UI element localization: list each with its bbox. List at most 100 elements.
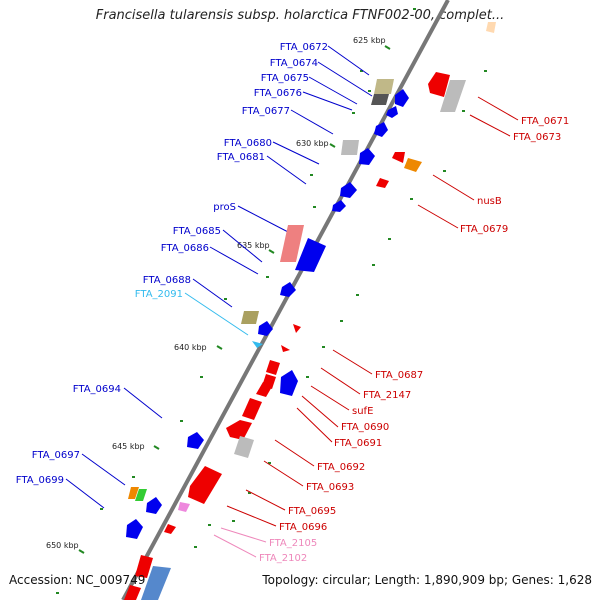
gene-feature <box>256 382 273 397</box>
gene-label[interactable]: FTA_0691 <box>334 438 382 449</box>
tick-mark <box>78 549 85 554</box>
gene-feature <box>404 158 422 172</box>
connector-line <box>220 527 267 543</box>
connector-line <box>310 385 350 411</box>
connector-line <box>81 453 126 486</box>
gene-label[interactable]: proS <box>213 202 236 213</box>
gene-feature <box>280 370 298 396</box>
gene-label[interactable]: FTA_0677 <box>242 106 290 117</box>
connector-line <box>226 505 277 527</box>
gene-feature <box>241 311 259 324</box>
gene-feature <box>280 225 304 262</box>
gene-label[interactable]: FTA_0685 <box>173 226 221 237</box>
gene-label[interactable]: FTA_0676 <box>254 88 302 99</box>
gene-feature <box>252 341 263 348</box>
minor-tick <box>224 298 227 300</box>
gene-feature <box>332 200 346 212</box>
minor-tick <box>306 376 309 378</box>
connector-line <box>222 229 263 263</box>
connector-line <box>184 292 249 336</box>
gene-label[interactable]: FTA_2147 <box>363 390 411 401</box>
minor-tick <box>410 198 413 200</box>
minor-tick <box>313 206 316 208</box>
connector-line <box>123 387 163 419</box>
minor-tick <box>352 112 355 114</box>
gene-label[interactable]: sufE <box>352 406 373 417</box>
gene-feature <box>128 487 139 499</box>
gene-feature <box>376 178 389 188</box>
gene-label[interactable]: FTA_0695 <box>288 506 336 517</box>
tick-mark <box>153 445 160 450</box>
gene-label[interactable]: FTA_0673 <box>513 132 561 143</box>
minor-tick <box>360 70 363 72</box>
connector-line <box>301 395 339 428</box>
gene-label[interactable]: FTA_2102 <box>259 553 307 564</box>
gene-feature <box>226 420 252 440</box>
gene-feature <box>178 502 190 512</box>
minor-tick <box>443 170 446 172</box>
minor-tick <box>194 546 197 548</box>
gene-feature <box>340 182 357 198</box>
forward-strand-genes <box>126 79 409 600</box>
minor-tick <box>356 294 359 296</box>
genome-backbone <box>121 0 450 600</box>
connector-line <box>237 205 291 234</box>
minor-tick <box>100 508 103 510</box>
minor-tick <box>208 524 211 526</box>
gene-label[interactable]: FTA_0692 <box>317 462 365 473</box>
gene-feature <box>281 345 290 352</box>
gene-label[interactable]: FTA_0699 <box>16 475 64 486</box>
gene-label[interactable]: FTA_0675 <box>261 73 309 84</box>
gene-label[interactable]: FTA_0674 <box>270 58 318 69</box>
gene-label[interactable]: FTA_0671 <box>521 116 569 127</box>
gene-label[interactable]: FTA_0686 <box>161 243 209 254</box>
gene-feature <box>341 140 359 155</box>
gene-label[interactable]: FTA_2105 <box>269 538 317 549</box>
gene-feature <box>280 282 296 297</box>
minor-tick <box>180 420 183 422</box>
connector-line <box>308 76 358 105</box>
gene-label[interactable]: FTA_0688 <box>143 275 191 286</box>
minor-tick <box>484 70 487 72</box>
gene-label[interactable]: FTA_0693 <box>306 482 354 493</box>
minor-tick <box>413 8 416 10</box>
gene-label[interactable]: FTA_0687 <box>375 370 423 381</box>
right-labels: FTA_0671 FTA_0673 nusB FTA_0679 FTA_0687… <box>259 116 569 564</box>
connector-line <box>469 114 511 137</box>
gene-feature <box>188 466 222 504</box>
map-title: Francisella tularensis subsp. holarctica… <box>95 8 505 23</box>
gene-label[interactable]: nusB <box>477 196 502 207</box>
gene-feature <box>234 436 254 458</box>
gene-label[interactable]: FTA_0696 <box>279 522 327 533</box>
connector-line <box>213 534 257 558</box>
connector-line <box>296 407 333 443</box>
gene-feature <box>146 497 162 514</box>
minor-tick <box>268 462 271 464</box>
minor-tick <box>266 276 269 278</box>
tick-mark <box>329 143 336 148</box>
left-labels: FTA_0672 FTA_0674 FTA_0675 FTA_0676 FTA_… <box>16 42 328 486</box>
minor-tick <box>462 110 465 112</box>
minor-tick <box>310 174 313 176</box>
connector-line <box>327 45 370 76</box>
connector-line <box>266 155 307 185</box>
gene-label[interactable]: FTA_0672 <box>280 42 328 53</box>
scale-label: 635 kbp <box>237 241 270 250</box>
scale-label: 630 kbp <box>296 139 329 148</box>
gene-label[interactable]: FTA_0690 <box>341 422 389 433</box>
gene-label[interactable]: FTA_2091 <box>135 289 183 300</box>
gene-label[interactable]: FTA_0680 <box>224 138 272 149</box>
connector-line <box>432 174 475 201</box>
gene-label[interactable]: FTA_0697 <box>32 450 80 461</box>
gene-label[interactable]: FTA_0679 <box>460 224 508 235</box>
minor-tick <box>368 90 371 92</box>
gene-feature <box>440 80 466 112</box>
gene-feature <box>135 489 147 501</box>
gene-feature <box>486 22 496 33</box>
gene-feature <box>395 89 409 107</box>
gene-label[interactable]: FTA_0681 <box>217 152 265 163</box>
minor-tick <box>232 520 235 522</box>
minor-tick <box>388 238 391 240</box>
gene-label[interactable]: FTA_0694 <box>73 384 121 395</box>
